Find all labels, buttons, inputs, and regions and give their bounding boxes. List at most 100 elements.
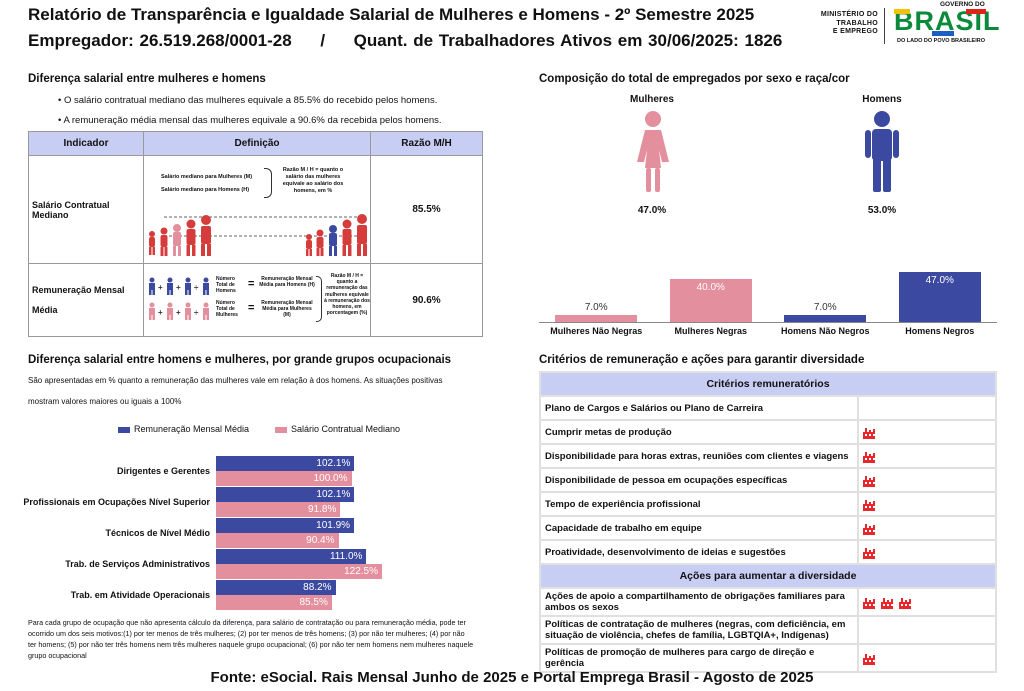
- legend-blue-swatch: [118, 427, 130, 433]
- criteria-label: Capacidade de trabalho em equipe: [539, 515, 859, 541]
- action-indicator: [857, 587, 997, 617]
- occupational-footnote: Para cada grupo de ocupação que não apre…: [28, 617, 473, 661]
- legend-pink-label: Salário Contratual Mediano: [291, 424, 401, 434]
- action-label: Ações de apoio a compartilhamento de obr…: [539, 587, 859, 617]
- svg-text:÷: ÷: [194, 308, 199, 317]
- criteria-indicator: [857, 443, 997, 469]
- svg-text:+: +: [176, 308, 181, 317]
- brace: [264, 168, 272, 198]
- women-label: Mulheres: [630, 94, 674, 105]
- comp-category-2: Homens Não Negros: [780, 326, 870, 336]
- col-header-definition: Definição: [143, 131, 371, 156]
- action-label: Políticas de contratação de mulheres (ne…: [539, 615, 859, 645]
- actions-header: Ações para aumentar a diversidade: [539, 563, 997, 589]
- occupational-desc-1: São apresentadas em % quanto a remuneraç…: [28, 376, 443, 385]
- median-people-illustration: [149, 214, 367, 256]
- factory-icon: [863, 475, 875, 487]
- occupational-bar-chart: Dirigentes e Gerentes 102.1% 100.0% Profiss…: [10, 454, 390, 614]
- criteria-indicator: [857, 539, 997, 565]
- occupation-category-2: Técnicos de Nível Médio: [105, 528, 210, 538]
- occupation-bar-remuneracao-2: 101.9%: [216, 518, 355, 533]
- svg-text:+: +: [158, 308, 163, 317]
- criteria-row: Plano de Cargos e Salários ou Plano de C…: [539, 395, 997, 421]
- def-median-women: Salário mediano para Mulheres (M): [161, 174, 253, 180]
- action-row: Políticas de promoção de mulheres para c…: [539, 643, 997, 673]
- def-rem-women: Remuneração Mensal Média para Mulheres (…: [261, 300, 313, 318]
- occupation-category-4: Trab. em Atividade Operacionais: [70, 590, 210, 600]
- criteria-row: Disponibilidade para horas extras, reuni…: [539, 443, 997, 469]
- def-note-salario: Razão M / H = quanto o salário das mulhe…: [282, 167, 344, 194]
- footer-source: Fonte: eSocial. Rais Mensal Junho de 202…: [210, 669, 814, 686]
- factory-icon: [863, 499, 875, 511]
- criteria-header: Critérios remuneratórios: [539, 371, 997, 397]
- salary-diff-heading: Diferença salarial entre mulheres e home…: [28, 73, 266, 85]
- indicator-remuneracao-line1: Remuneração Mensal: [32, 285, 125, 295]
- man-icon: [865, 111, 899, 192]
- indicator-salario: Salário Contratual Mediano: [28, 155, 144, 264]
- indicator-remuneracao: Remuneração Mensal Média: [28, 263, 144, 337]
- action-indicator: [857, 615, 997, 645]
- svg-text:+: +: [176, 283, 181, 292]
- factory-icon: [863, 523, 875, 535]
- comp-bar-label-2: 7.0%: [813, 301, 837, 313]
- criteria-label: Disponibilidade de pessoa em ocupações e…: [539, 467, 859, 493]
- women-pct: 47.0%: [637, 205, 667, 216]
- comp-category-3: Homens Negros: [905, 326, 975, 336]
- def-note-remuneracao: Razão M / H = quanto a remuneração das m…: [324, 273, 370, 317]
- ratio-remuneracao: 90.6%: [370, 263, 483, 337]
- occupation-category-0: Dirigentes e Gerentes: [116, 466, 210, 476]
- occupation-bar-salario-2: 90.4%: [216, 533, 339, 548]
- composition-bar-chart: 7.0% Mulheres Não Negras 40.0% Mulheres Neg…: [539, 260, 997, 340]
- occupation-bar-salario-4: 85.5%: [216, 595, 332, 610]
- col-header-indicator: Indicador: [28, 131, 144, 156]
- col-header-ratio: Razão M/H: [370, 131, 483, 156]
- occupation-bar-salario-0: 100.0%: [216, 471, 352, 486]
- comp-bar-1: [669, 279, 752, 322]
- factory-icon: [863, 547, 875, 559]
- occupation-bar-remuneracao-0: 102.1%: [216, 456, 355, 471]
- logo-divider: [884, 8, 885, 44]
- factory-icon: [863, 451, 875, 463]
- definition-remuneracao: + + ÷ + + ÷ Número Total de Homens Número To…: [143, 263, 371, 337]
- occupation-bar-remuneracao-4: 88.2%: [216, 580, 336, 595]
- ministry-line-2: TRABALHO: [836, 19, 878, 27]
- occupational-desc-2: mostram valores maiores ou iguais a 100%: [28, 397, 182, 406]
- criteria-row: Tempo de experiência profissional: [539, 491, 997, 517]
- def-median-men: Salário mediano para Homens (H): [161, 187, 250, 193]
- gov-logo-top: GOVERNO DO: [940, 1, 985, 8]
- men-label: Homens: [862, 94, 902, 105]
- indicator-table: Indicador Definição Razão M/H Salário Co…: [28, 131, 483, 337]
- criteria-indicator: [857, 491, 997, 517]
- ratio-salario: 85.5%: [370, 155, 483, 264]
- legend-pink-swatch: [275, 427, 287, 433]
- criteria-table: Critérios remuneratórios Plano de Cargos …: [539, 371, 997, 673]
- ministry-line-1: MINISTÉRIO DO: [820, 11, 878, 18]
- footnote-line-4: grupo ocupacional: [28, 651, 87, 660]
- action-row: Ações de apoio a compartilhamento de obr…: [539, 587, 997, 617]
- occupation-category-3: Trab. de Serviços Administrativos: [65, 559, 210, 569]
- criteria-row: Capacidade de trabalho em equipe: [539, 515, 997, 541]
- equals-sign-women: =: [248, 302, 255, 314]
- criteria-label: Plano de Cargos e Salários ou Plano de C…: [539, 395, 859, 421]
- comp-category-1: Mulheres Negras: [674, 326, 748, 336]
- criteria-row: Cumprir metas de produção: [539, 419, 997, 445]
- svg-text:+: +: [158, 283, 163, 292]
- criteria-indicator: [857, 419, 997, 445]
- footnote-line-1: Para cada grupo de ocupação que não apre…: [28, 618, 466, 627]
- brace-2: [316, 276, 322, 322]
- comp-bar-3: [898, 272, 981, 322]
- men-pct: 53.0%: [867, 205, 897, 216]
- footnote-line-2: ocorrido um dos seis motivos:(1) por ter…: [28, 629, 465, 638]
- comp-bar-0: [555, 314, 638, 322]
- employer-info: Empregador: 26.519.268/0001-28 / Quant. …: [28, 31, 783, 50]
- gov-brasil-logo: GOVERNO DO BRASIL DO LADO DO POVO BRASIL…: [892, 1, 1000, 46]
- action-indicator: [857, 643, 997, 673]
- report-title: Relatório de Transparência e Igualdade S…: [28, 5, 755, 24]
- criteria-row: Disponibilidade de pessoa em ocupações e…: [539, 467, 997, 493]
- formula-people-icons: + + ÷ + + ÷: [149, 277, 209, 320]
- factory-icon: [899, 597, 911, 609]
- factory-icon: [863, 427, 875, 439]
- comp-chart-axis: [539, 322, 997, 323]
- def-total-women: Número Total de Mulheres: [216, 300, 238, 318]
- occupation-bar-remuneracao-1: 102.1%: [216, 487, 355, 502]
